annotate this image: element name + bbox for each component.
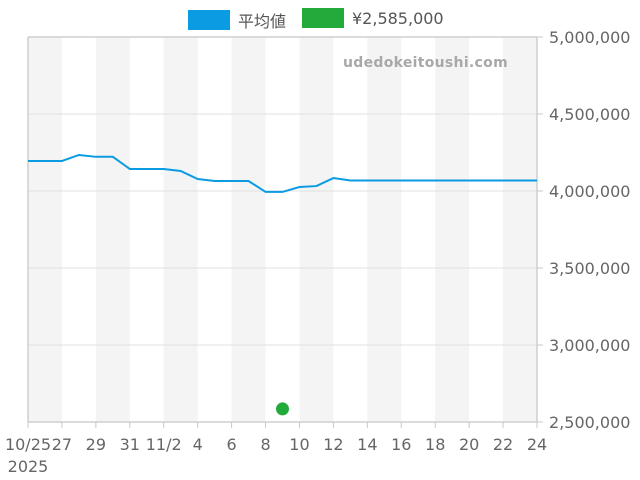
x-tick-label: 31: [120, 435, 140, 454]
grid-band: [28, 37, 62, 422]
legend-item-average[interactable]: 平均値: [188, 8, 286, 32]
grid-band: [367, 37, 402, 422]
x-tick-label: 18: [425, 435, 445, 454]
y-tick-label: 5,000,000: [549, 28, 630, 47]
x-tick-label: 22: [493, 435, 513, 454]
legend-label-average: 平均値: [238, 12, 287, 31]
grid-band: [163, 37, 198, 422]
y-tick-label: 4,000,000: [549, 182, 630, 201]
average-price-line: [28, 153, 537, 193]
grid-band: [231, 37, 266, 422]
chart-legend: 平均値 ¥2,585,000: [0, 8, 640, 32]
x-tick-label: 29: [86, 435, 106, 454]
x-tick-label: 11/2: [146, 435, 182, 454]
grid-band: [299, 37, 334, 422]
x-tick-label: 20: [459, 435, 479, 454]
legend-swatch-average: [188, 10, 230, 30]
grid-band: [95, 37, 130, 422]
grid-band: [503, 37, 537, 422]
y-tick-label: 4,500,000: [549, 105, 630, 124]
x-tick-label: 24: [527, 435, 547, 454]
price-point: [276, 402, 289, 416]
x-year-label: 2025: [8, 457, 49, 476]
x-tick-label: 4: [193, 435, 203, 454]
legend-item-price[interactable]: ¥2,585,000: [302, 8, 444, 28]
x-tick-label: 14: [357, 435, 377, 454]
y-tick-label: 3,500,000: [549, 259, 630, 278]
legend-swatch-price: [302, 8, 344, 28]
grid-band: [435, 37, 470, 422]
y-tick-label: 2,500,000: [549, 413, 630, 432]
x-tick-label: 12: [323, 435, 343, 454]
x-tick-label: 27: [52, 435, 72, 454]
y-tick-label: 3,000,000: [549, 336, 630, 355]
x-tick-label: 10/25: [5, 435, 51, 454]
x-tick-label: 6: [227, 435, 237, 454]
watermark: udedokeitoushi.com: [343, 55, 508, 71]
legend-label-price: ¥2,585,000: [352, 8, 444, 28]
x-tick-label: 16: [391, 435, 411, 454]
x-tick-label: 10: [289, 435, 309, 454]
x-tick-label: 8: [260, 435, 270, 454]
